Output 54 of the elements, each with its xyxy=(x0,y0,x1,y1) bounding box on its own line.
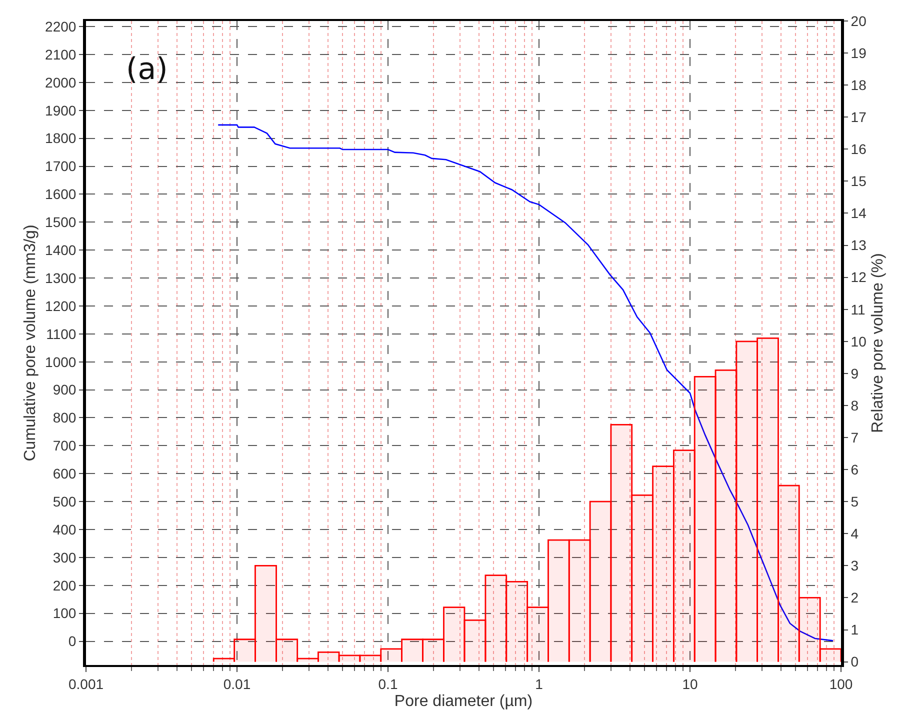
y-tick-label: 1700 xyxy=(45,158,76,174)
y-tick-label: 200 xyxy=(52,577,76,594)
annotation: (a) xyxy=(126,52,168,87)
x-tick-label: 0.001 xyxy=(68,676,104,692)
y2-tick-label: 5 xyxy=(850,494,859,510)
y-tick-label: 800 xyxy=(52,410,76,426)
y-tick-label: 1200 xyxy=(45,298,76,314)
y2-tick-label: 2 xyxy=(850,590,859,606)
x-tick-label: 0.01 xyxy=(223,676,251,692)
y2-tick-label: 7 xyxy=(850,429,859,446)
x-tick-label: 100 xyxy=(829,676,853,692)
y2-tick-label: 12 xyxy=(850,269,867,286)
y-tick-label: 700 xyxy=(52,438,76,454)
y-tick-label: 1100 xyxy=(46,326,76,342)
y2-tick-label: 11 xyxy=(850,301,866,318)
y-tick-label: 0 xyxy=(68,633,76,650)
y2-tick-label: 10 xyxy=(850,333,867,350)
y2-tick-label: 6 xyxy=(850,461,859,478)
y2-tick-label: 0 xyxy=(850,654,859,670)
y-tick-label: 1500 xyxy=(45,214,76,230)
y-tick-label: 2200 xyxy=(45,18,76,34)
y-tick-label: 500 xyxy=(52,493,76,510)
y2-tick-label: 13 xyxy=(850,237,867,254)
x-axis-title: Pore diameter (µm) xyxy=(394,693,533,710)
y-tick-label: 1600 xyxy=(45,186,76,202)
y-tick-label: 1800 xyxy=(45,130,76,146)
y-tick-label: 2100 xyxy=(45,46,76,62)
y2-tick-label: 9 xyxy=(850,365,859,382)
y2-tick-label: 16 xyxy=(850,141,867,158)
y-tick-label: 400 xyxy=(52,521,76,538)
y-tick-label: 100 xyxy=(52,605,76,622)
y2-tick-label: 1 xyxy=(850,622,859,638)
y-tick-label: 1400 xyxy=(45,242,76,258)
y2-axis-title: Relative pore volume (%) xyxy=(869,253,886,433)
y2-tick-label: 17 xyxy=(850,109,867,126)
y-tick-label: 1300 xyxy=(45,270,76,286)
y2-tick-label: 4 xyxy=(850,526,859,542)
y-tick-label: 900 xyxy=(52,382,76,398)
y-tick-label: 2000 xyxy=(45,74,76,90)
y-tick-label: 600 xyxy=(52,466,76,482)
y2-tick-label: 14 xyxy=(850,205,867,222)
y2-tick-label: 8 xyxy=(850,397,859,414)
y2-tick-label: 15 xyxy=(850,173,867,190)
y2-tick-label: 20 xyxy=(850,12,867,29)
y-tick-label: 1000 xyxy=(45,354,76,370)
x-tick-label: 1 xyxy=(535,676,544,692)
y2-tick-label: 3 xyxy=(850,558,859,574)
y-tick-label: 1900 xyxy=(45,102,76,118)
y2-tick-label: 19 xyxy=(850,44,867,61)
x-tick-label: 10 xyxy=(682,676,698,692)
x-tick-label: 0.1 xyxy=(378,676,398,692)
y-tick-label: 300 xyxy=(52,549,76,566)
y-axis-title: Cumulative pore volume (mm3/g) xyxy=(22,224,39,462)
y2-tick-label: 18 xyxy=(850,76,867,93)
